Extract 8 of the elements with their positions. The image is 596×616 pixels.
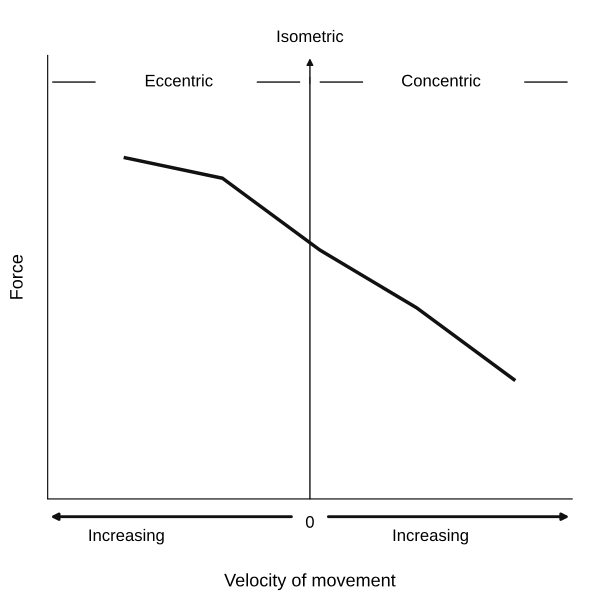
text: 0 (306, 516, 314, 528)
text: Eccentric (146, 74, 213, 87)
text: Isometric (278, 30, 344, 42)
x-axis-title: Velocity of movement (224, 573, 396, 590)
y-axis-title: Force (10, 254, 23, 299)
text: Concentric (402, 74, 480, 87)
text: Increasing (89, 528, 164, 544)
text: Increasing (394, 528, 468, 544)
